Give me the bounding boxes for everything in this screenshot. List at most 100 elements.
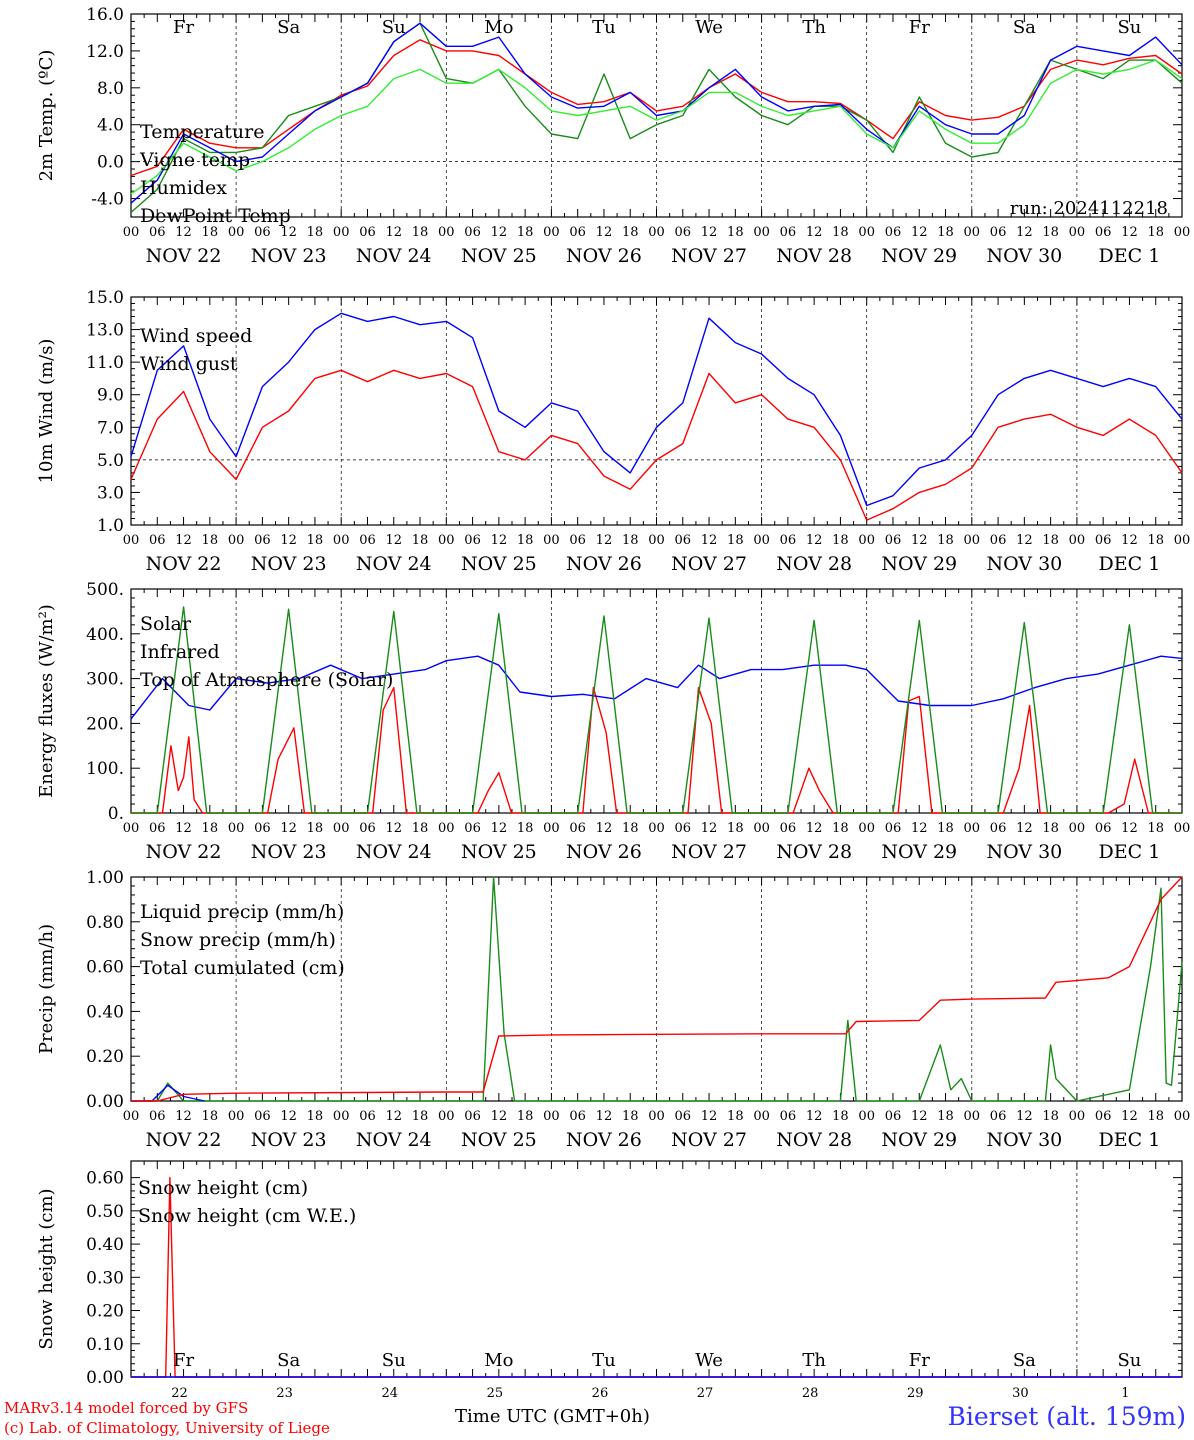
panel-4-y-tick-label: 0.60 [86,958,124,978]
panel-2-hour-label: 06 [569,533,586,548]
panel-1-legend-2: Vigne temp [139,149,250,171]
panel-4-hour-label: 00 [964,1109,981,1124]
panel-4-hour-label: 18 [307,1109,324,1124]
panel-1-hour-label: 12 [596,225,613,240]
snow-panel-date-number: 28 [802,1386,819,1401]
panel-2-hour-label: 06 [359,533,376,548]
panel-2-hour-label: 18 [307,533,324,548]
station-name: Bierset (alt. 159m) [947,1402,1186,1431]
panel-1-series-dewpoint-temp [130,59,1183,195]
panel-2-y-axis-label: 10m Wind (m/s) [36,339,57,484]
panel-1-hour-label: 12 [491,225,508,240]
panel-4-date-label: NOV 29 [881,1129,957,1151]
panel-2-date-label: NOV 25 [461,553,537,575]
panel-3-y-tick-label: 100. [86,759,124,779]
panel-3-y-tick-label: 0. [108,804,124,824]
snow-panel-day-label: Fr [173,1350,194,1371]
panel-2-date-label: NOV 29 [881,553,957,575]
panel-2-date-label: NOV 23 [251,553,327,575]
panel-2-hour-label: 18 [517,533,534,548]
panel-2-legend-1: Wind speed [140,325,252,347]
x-axis-title: Time UTC (GMT+0h) [455,1406,650,1427]
panel-2-hour-label: 12 [1121,533,1138,548]
panel-1-hour-label: 06 [885,225,902,240]
temp-panel-day-label: Fr [173,17,194,38]
panel-3-date-label: NOV 29 [881,841,957,863]
panel-1-hour-label: 12 [385,225,402,240]
panel-4-hour-label: 18 [202,1109,219,1124]
panel-4-date-label: NOV 27 [671,1129,747,1151]
panel-1-hour-label: 00 [228,225,245,240]
panel-3-hour-label: 00 [123,821,140,836]
panel-2-y-tick-label: 9.0 [97,386,124,406]
snow-panel-day-label: Th [802,1350,826,1371]
snow-panel-day-label: Mo [484,1350,513,1371]
panel-2-hour-label: 06 [780,533,797,548]
panel-4-date-label: NOV 25 [461,1129,537,1151]
panel-1-hour-label: 00 [1174,225,1191,240]
panel-4-hour-label: 12 [1121,1109,1138,1124]
panel-4-legend-1: Liquid precip (mm/h) [140,901,344,923]
panel-4-legend-3: Total cumulated (cm) [140,957,345,979]
panel-3-hour-label: 18 [727,821,744,836]
panel-5-legend-1: Snow height (cm) [138,1177,308,1199]
panel-3-y-axis-label: Energy fluxes (W/m²) [36,604,57,798]
panel-2-legend-2: Wind gust [140,353,238,375]
panel-4-hour-label: 06 [464,1109,481,1124]
panel-3-date-label: NOV 28 [776,841,852,863]
panel-2-hour-label: 18 [622,533,639,548]
panel-4-hour-label: 00 [333,1109,350,1124]
panel-3-hour-label: 00 [753,821,770,836]
panel-1-hour-label: 18 [307,225,324,240]
footer-model-line: MARv3.14 model forced by GFS [4,1399,249,1417]
panel-4-hour-label: 00 [228,1109,245,1124]
panel-4-hour-label: 12 [701,1109,718,1124]
panel-1-date-label: NOV 30 [986,245,1062,267]
panel-3-hour-label: 06 [464,821,481,836]
panel-2-y-tick-label: 3.0 [97,483,124,503]
panel-4-hour-label: 00 [1174,1109,1191,1124]
panel-3-hour-label: 00 [1069,821,1086,836]
panel-3-hour-label: 00 [1174,821,1191,836]
panel-4-y-tick-label: 0.20 [86,1047,124,1067]
panel-4-hour-label: 06 [885,1109,902,1124]
temp-panel-day-label: Tu [592,17,616,38]
panel-2-hour-label: 00 [1069,533,1086,548]
panel-3-hour-label: 00 [964,821,981,836]
panel-3-hour-label: 06 [569,821,586,836]
panel-3-legend-1: Solar [140,613,192,635]
panel-3-date-label: NOV 24 [356,841,432,863]
panel-4-date-label: NOV 23 [251,1129,327,1151]
panel-4-hour-label: 06 [990,1109,1007,1124]
panel-3-y-tick-label: 500. [86,580,124,600]
panel-3-hour-label: 06 [254,821,271,836]
panel-4-hour-label: 18 [1042,1109,1059,1124]
panel-2-hour-label: 06 [254,533,271,548]
panel-1-date-label: NOV 26 [566,245,642,267]
panel-2-date-label: NOV 27 [671,553,747,575]
panel-1-hour-label: 00 [123,225,140,240]
panel-3-hour-label: 06 [885,821,902,836]
panel-2-date-label: DEC 1 [1099,553,1161,575]
panel-2-y-tick-label: 15.0 [86,288,124,308]
panel-1-y-tick-label: 4.0 [97,116,124,136]
snow-panel-day-label: We [695,1350,723,1371]
panel-3-y-tick-label: 400. [86,625,124,645]
panel-3-hour-label: 00 [648,821,665,836]
panel-4-series-liquid-precip-mm-h- [131,876,1183,1102]
run-label: run: 2024112218 [1010,198,1168,219]
panel-2-date-label: NOV 24 [356,553,432,575]
panel-5-y-tick-label: 0.40 [86,1235,124,1255]
panel-3-series-infrared [130,655,1183,720]
panel-2-date-label: NOV 30 [986,553,1062,575]
panel-3-hour-label: 12 [1121,821,1138,836]
panel-4-hour-label: 00 [543,1109,560,1124]
snow-panel-date-number: 22 [171,1386,188,1401]
panel-3-legend-2: Infrared [140,641,220,663]
panel-1-hour-label: 12 [701,225,718,240]
panel-3-series-top-of-atmosphere-solar- [131,606,1182,814]
panel-2-hour-label: 12 [806,533,823,548]
panel-1-hour-label: 00 [438,225,455,240]
panel-1-hour-label: 00 [1069,225,1086,240]
panel-2-hour-label: 06 [675,533,692,548]
